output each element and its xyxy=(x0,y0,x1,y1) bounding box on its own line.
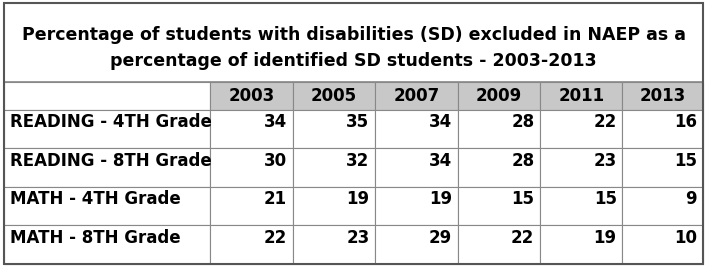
Text: 15: 15 xyxy=(511,190,534,208)
Text: 21: 21 xyxy=(264,190,287,208)
Text: 19: 19 xyxy=(429,190,452,208)
Bar xyxy=(4,148,210,187)
Bar xyxy=(375,148,457,187)
Text: 15: 15 xyxy=(674,152,697,170)
Bar xyxy=(457,148,540,187)
Bar xyxy=(622,187,703,225)
Bar xyxy=(210,225,293,264)
Bar xyxy=(4,225,210,264)
Bar xyxy=(210,187,293,225)
Bar xyxy=(293,225,375,264)
Text: 16: 16 xyxy=(674,113,697,131)
Bar xyxy=(4,187,210,225)
Text: MATH - 4TH Grade: MATH - 4TH Grade xyxy=(10,190,181,208)
Bar xyxy=(540,187,622,225)
Text: 22: 22 xyxy=(511,229,534,247)
Text: 30: 30 xyxy=(264,152,287,170)
Bar xyxy=(622,110,703,148)
Text: READING - 4TH Grade: READING - 4TH Grade xyxy=(10,113,212,131)
Bar xyxy=(622,148,703,187)
Bar xyxy=(293,187,375,225)
Bar xyxy=(457,110,540,148)
Bar xyxy=(210,110,293,148)
Text: 28: 28 xyxy=(511,152,534,170)
Text: 35: 35 xyxy=(346,113,370,131)
Bar xyxy=(210,148,293,187)
Text: 34: 34 xyxy=(264,113,287,131)
Bar xyxy=(375,187,457,225)
Bar xyxy=(540,110,622,148)
Bar xyxy=(210,82,293,110)
Bar xyxy=(457,82,540,110)
Bar xyxy=(622,225,703,264)
Text: 15: 15 xyxy=(594,190,617,208)
Text: 19: 19 xyxy=(594,229,617,247)
Bar xyxy=(540,148,622,187)
Text: 34: 34 xyxy=(428,113,452,131)
Text: 32: 32 xyxy=(346,152,370,170)
Text: 2005: 2005 xyxy=(311,87,357,105)
Text: 2011: 2011 xyxy=(558,87,604,105)
Text: Percentage of students with disabilities (SD) excluded in NAEP as a: Percentage of students with disabilities… xyxy=(21,26,686,44)
Text: 34: 34 xyxy=(428,152,452,170)
Bar xyxy=(457,187,540,225)
Bar xyxy=(293,110,375,148)
Bar xyxy=(4,3,703,82)
Text: 23: 23 xyxy=(346,229,370,247)
Bar xyxy=(293,82,375,110)
Text: 2009: 2009 xyxy=(476,87,522,105)
Bar xyxy=(457,225,540,264)
Text: 23: 23 xyxy=(593,152,617,170)
Text: 19: 19 xyxy=(346,190,370,208)
Bar xyxy=(375,82,457,110)
Text: 22: 22 xyxy=(593,113,617,131)
Bar xyxy=(622,82,703,110)
Bar xyxy=(4,110,210,148)
Bar xyxy=(4,82,210,110)
Text: percentage of identified SD students - 2003-2013: percentage of identified SD students - 2… xyxy=(110,52,597,70)
Bar xyxy=(540,82,622,110)
Text: 10: 10 xyxy=(674,229,697,247)
Text: 2013: 2013 xyxy=(639,87,686,105)
Text: 2007: 2007 xyxy=(393,87,440,105)
Text: READING - 8TH Grade: READING - 8TH Grade xyxy=(10,152,211,170)
Text: MATH - 8TH Grade: MATH - 8TH Grade xyxy=(10,229,180,247)
Text: 22: 22 xyxy=(264,229,287,247)
Bar xyxy=(293,148,375,187)
Bar xyxy=(375,110,457,148)
Bar xyxy=(540,225,622,264)
Bar xyxy=(375,225,457,264)
Text: 29: 29 xyxy=(428,229,452,247)
Text: 2003: 2003 xyxy=(228,87,274,105)
Text: 9: 9 xyxy=(686,190,697,208)
Text: 28: 28 xyxy=(511,113,534,131)
